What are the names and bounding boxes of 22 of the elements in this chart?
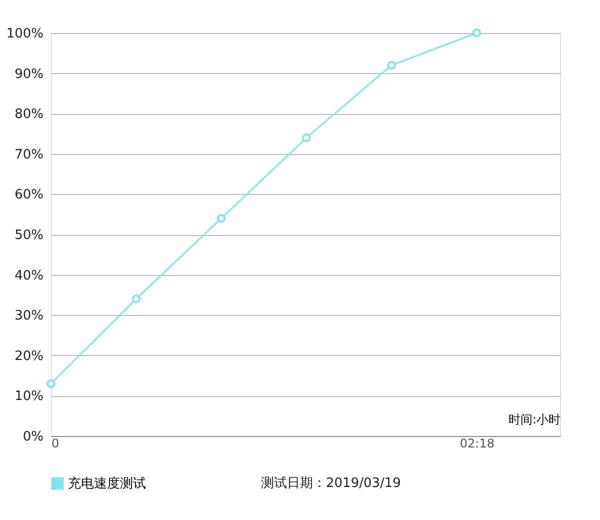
y-tick-label: 80% (14, 107, 44, 122)
text: 测试日期：2019/03/19 (261, 476, 401, 491)
y-tick-label: 90% (14, 66, 44, 82)
point (302, 133, 311, 142)
y-tick-label: 100% (6, 26, 44, 42)
point (132, 294, 140, 304)
y-tick-label: 60% (14, 188, 44, 203)
x-tick-label: 0 (52, 436, 60, 450)
y-tick-label: 10% (14, 389, 44, 404)
y-tick-label: 20% (14, 348, 44, 364)
y-tick-label: 70% (14, 147, 44, 162)
y-tick-label: 40% (14, 268, 44, 284)
y-tick-label: 30% (14, 308, 44, 324)
x-tick-label: 02:18 (460, 436, 495, 450)
legend-label: 充电速度测试 (68, 476, 146, 492)
y-tick-label: 0% (22, 430, 44, 444)
point (216, 214, 226, 223)
point (472, 28, 482, 38)
x-axis-title: 时间:小时 (508, 412, 560, 426)
point (387, 60, 396, 70)
point (46, 379, 56, 388)
y-tick-label: 50% (14, 228, 44, 243)
